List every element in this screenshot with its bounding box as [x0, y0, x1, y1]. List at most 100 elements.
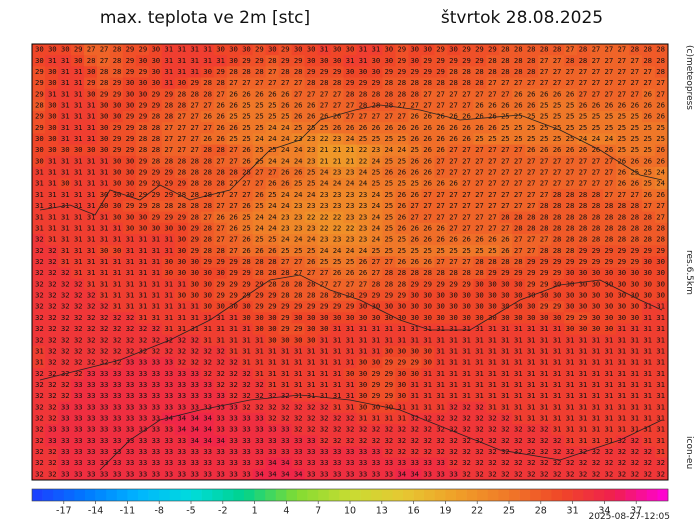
- cell: [330, 88, 345, 101]
- cell: [369, 166, 383, 179]
- cell: [369, 401, 383, 414]
- cell: [278, 256, 293, 269]
- cell: [109, 289, 124, 302]
- cell: [616, 245, 630, 257]
- cell: [512, 379, 526, 392]
- cell: [317, 144, 332, 157]
- cell: [577, 435, 591, 447]
- cell: [32, 368, 46, 380]
- colorbar-step: [350, 489, 361, 501]
- cell: [408, 390, 422, 403]
- cell: [577, 379, 591, 392]
- cell: [642, 334, 656, 347]
- cell: [356, 256, 370, 269]
- cell: [161, 368, 176, 380]
- row-values: 32 32 32 33 33 33 33 33 33 33 33 33 33 3…: [35, 391, 665, 400]
- cell: [551, 357, 565, 369]
- cell: [356, 133, 370, 146]
- cell: [421, 312, 435, 324]
- cell: [304, 245, 319, 257]
- cell: [564, 99, 578, 112]
- cell: [395, 401, 409, 414]
- cell: [122, 122, 137, 134]
- row-values: 29 30 31 31 29 28 29 30 30 30 31 30 29 2…: [35, 78, 665, 87]
- cell: [525, 189, 539, 202]
- cell: [330, 457, 345, 470]
- cell: [616, 55, 630, 67]
- cell: [122, 88, 137, 101]
- cell: [538, 77, 552, 90]
- cell: [564, 334, 578, 347]
- cell: [655, 368, 669, 380]
- cell: [473, 424, 487, 436]
- cell: [564, 77, 578, 90]
- cell: [135, 468, 150, 481]
- cell: [187, 278, 202, 291]
- cell: [70, 379, 85, 392]
- cell: [538, 468, 552, 481]
- cell: [278, 312, 293, 324]
- cell: [473, 368, 487, 380]
- cell: [109, 122, 124, 134]
- cell: [135, 379, 150, 392]
- cell: [252, 88, 267, 101]
- cell: [447, 133, 461, 146]
- cell: [135, 323, 150, 336]
- colorbar-step: [63, 489, 75, 501]
- cell: [148, 412, 163, 425]
- cell: [642, 345, 656, 358]
- cell: [603, 379, 617, 392]
- cell: [577, 312, 591, 324]
- cell: [603, 66, 617, 79]
- cell: [395, 222, 409, 235]
- cell: [655, 99, 669, 112]
- row-values: 31 32 32 32 32 32 32 33 33 33 33 32 32 3…: [35, 358, 665, 367]
- cell: [32, 334, 46, 347]
- cell: [330, 99, 345, 112]
- cell: [161, 256, 176, 269]
- cell: [551, 99, 565, 112]
- cell: [395, 334, 409, 347]
- cell: [278, 446, 293, 459]
- cell: [551, 256, 565, 269]
- cell: [408, 368, 422, 380]
- cell: [655, 166, 669, 179]
- cell: [304, 189, 319, 202]
- cell: [499, 88, 513, 101]
- cell: [447, 155, 461, 168]
- cell: [512, 267, 526, 280]
- cell: [291, 211, 306, 224]
- cell: [330, 166, 345, 179]
- cell: [174, 345, 189, 358]
- cell: [499, 77, 513, 90]
- colorbar-step: [466, 489, 478, 501]
- cell: [538, 401, 552, 414]
- cell: [109, 155, 124, 168]
- cell: [174, 144, 189, 157]
- cell: [356, 166, 370, 179]
- colorbar-step: [42, 489, 54, 501]
- cell: [57, 312, 72, 324]
- cell: [252, 178, 267, 190]
- cell: [395, 412, 409, 425]
- cell: [291, 133, 306, 146]
- cell: [161, 234, 176, 246]
- cell: [551, 88, 565, 101]
- cell: [83, 66, 98, 79]
- cell: [148, 435, 163, 447]
- cell: [551, 457, 565, 470]
- cell: [564, 178, 578, 190]
- cell: [603, 122, 617, 134]
- cell: [252, 323, 267, 336]
- cell: [96, 77, 111, 90]
- cell: [356, 412, 370, 425]
- cell: [70, 278, 85, 291]
- cell: [343, 468, 357, 481]
- colorbar-step: [159, 489, 171, 501]
- cell: [265, 457, 280, 470]
- cell: [161, 390, 176, 403]
- cell: [317, 312, 332, 324]
- cell: [473, 111, 487, 123]
- cell: [616, 401, 630, 414]
- cell: [44, 334, 59, 347]
